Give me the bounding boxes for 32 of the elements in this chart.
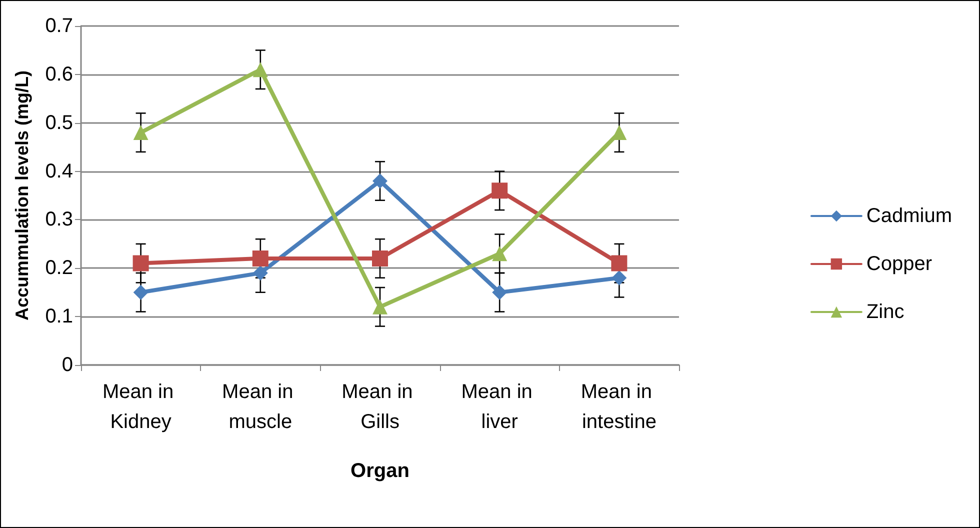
y-tick-label: 0.7 <box>45 15 73 37</box>
x-axis-title: Organ <box>350 460 410 482</box>
point <box>372 173 388 188</box>
x-tick-label: Mean in muscle <box>222 381 299 433</box>
point <box>133 125 148 140</box>
y-tick-label: 0.1 <box>45 306 73 328</box>
point <box>132 255 149 272</box>
legend-label: Cadmium <box>866 205 952 227</box>
y-axis-title: Accummulation levels (mg/L) <box>12 70 32 321</box>
y-tick-label: 0.5 <box>45 112 73 134</box>
y-tick-label: 0.3 <box>45 208 73 231</box>
point <box>612 270 627 286</box>
x-tick-label: Mean in Gills <box>342 381 418 433</box>
x-tick-label: Mean in intestine <box>580 381 658 433</box>
x-tick-label: Mean in Kidney <box>102 381 180 433</box>
y-tick-label: 0 <box>62 354 73 376</box>
point <box>492 246 508 262</box>
point <box>133 284 148 300</box>
point <box>372 250 388 266</box>
point <box>611 255 628 272</box>
y-tick-label: 0.6 <box>45 63 73 86</box>
y-tick-label: 0.2 <box>45 257 73 280</box>
y-tick-label: 0.4 <box>45 160 73 182</box>
point <box>492 182 508 199</box>
point <box>252 250 268 266</box>
point <box>372 299 388 314</box>
point <box>252 62 268 78</box>
legend-label: Zinc <box>866 301 904 323</box>
x-tick-label: Mean in liver <box>461 381 538 433</box>
point <box>492 284 508 300</box>
point <box>252 265 268 280</box>
legend-label: Copper <box>866 253 932 275</box>
